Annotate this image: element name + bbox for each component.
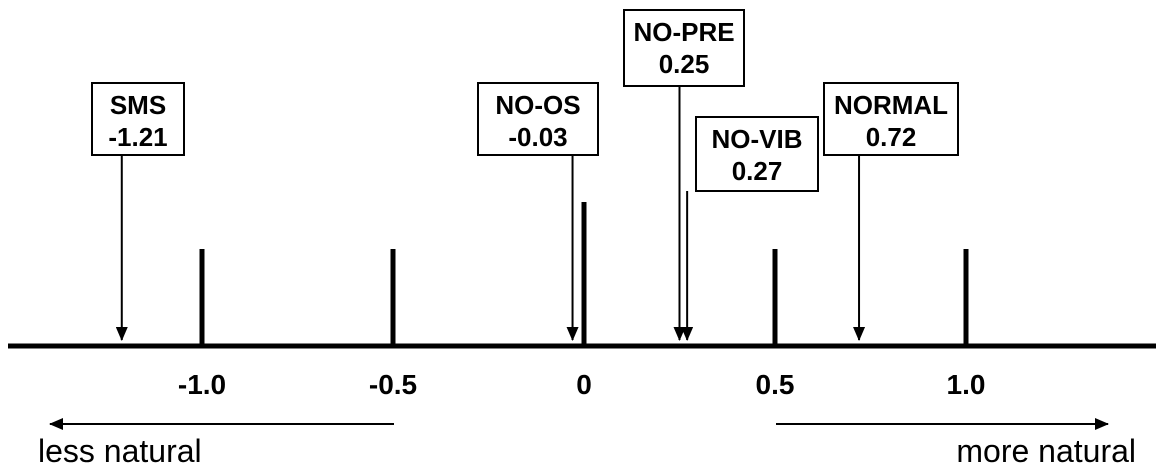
less-natural-label: less natural [38,433,202,469]
tick-label: -1.0 [178,369,226,400]
condition-score: 0.25 [659,49,710,79]
tick-label: 0.5 [756,369,795,400]
condition-name: NORMAL [834,90,948,120]
condition-box [91,82,185,156]
condition-score: -1.21 [108,122,167,152]
tick-group [199,202,969,346]
condition-box [623,9,745,87]
more-natural-label: more natural [956,433,1136,469]
condition-name: NO-VIB [712,124,803,154]
tick-label: -0.5 [369,369,417,400]
tick-label-group: -1.0 -0.5 0 0.5 1.0 [178,369,986,400]
condition-box [823,82,959,156]
condition-name: NO-PRE [633,17,734,47]
condition-markers: SMS-1.21NO-OS-0.03NO-PRE0.25NO-VIB0.27NO… [91,9,959,341]
condition-score: 0.72 [866,122,917,152]
condition-score: -0.03 [508,122,567,152]
condition-marker-sms: SMS-1.21 [91,82,185,341]
condition-name: SMS [110,90,166,120]
tick-label: 1.0 [947,369,986,400]
condition-score: 0.27 [732,156,783,186]
condition-box [477,82,599,156]
condition-name: NO-OS [495,90,580,120]
condition-box [695,116,819,192]
condition-marker-no-os: NO-OS-0.03 [477,82,599,341]
tick-label: 0 [576,369,592,400]
